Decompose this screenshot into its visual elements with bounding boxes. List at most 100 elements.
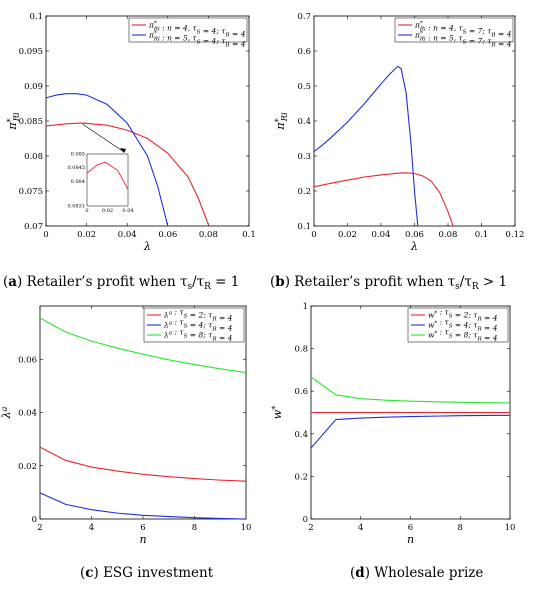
- legend-entry: w* : τS = 4; τR = 4: [428, 318, 498, 333]
- y-tick-label: 0.4: [297, 117, 311, 127]
- series-line-blue: [311, 414, 510, 449]
- caption-c: (c) ESG investment: [80, 565, 214, 581]
- caption-b-text: Retailer’s profit when τ: [294, 274, 455, 290]
- x-axis-label: n: [407, 533, 414, 546]
- caption-c-text: ESG investment: [103, 565, 214, 581]
- inset-x-tick-label: 0.02: [102, 208, 113, 214]
- series-line-blue: [40, 492, 246, 519]
- x-tick-label: 0.08: [439, 230, 458, 240]
- legend-entry: λa : τS = 8; τR = 4: [163, 328, 233, 343]
- legend-entry: w* : τS = 2; τR = 4: [428, 308, 498, 323]
- series-line-blue: [46, 93, 169, 226]
- caption-a-sub1: s: [187, 282, 192, 292]
- x-tick-label: 2: [37, 523, 42, 533]
- inset-x-tick-label: 0.04: [122, 208, 133, 214]
- y-tick-label: 0.8: [294, 345, 308, 355]
- y-axis-label: λa: [0, 406, 13, 419]
- y-tick-label: 0.095: [19, 47, 43, 57]
- inset-arrow: [82, 123, 125, 153]
- legend-entry: π* Ri : n = 4, τS = 4; τR = 4: [148, 21, 246, 39]
- x-axis-label: n: [139, 533, 146, 546]
- inset-series-line: [86, 161, 129, 190]
- y-axis-label: π*Ri: [5, 112, 21, 131]
- legend-entry: π* Ri : n = 5, τS = 7; τR = 4: [414, 31, 512, 49]
- x-axis-label: λ: [410, 240, 418, 253]
- legend-entry: λa : τS = 4; τR = 4: [163, 318, 233, 333]
- x-tick-label: 8: [458, 523, 463, 533]
- y-tick-label: 0.06: [18, 355, 37, 365]
- x-tick-label: 0.1: [242, 230, 256, 240]
- caption-a-sub2: R: [204, 282, 211, 292]
- y-tick-label: 0.085: [19, 117, 43, 127]
- y-tick-label: 0.04: [18, 409, 37, 419]
- x-tick-label: 0.02: [77, 230, 96, 240]
- series-line-red: [314, 172, 454, 226]
- inset-frame: [86, 153, 129, 207]
- x-tick-label: 8: [192, 523, 197, 533]
- inset-y-tick-label: 0.0845: [68, 165, 86, 171]
- caption-d-label: d: [355, 565, 365, 581]
- x-tick-label: 0.12: [506, 230, 525, 240]
- y-tick-label: 0.02: [18, 462, 37, 472]
- x-tick-label: 0: [311, 230, 316, 240]
- x-tick-label: 0.1: [475, 230, 489, 240]
- y-tick-label: 0.5: [297, 82, 311, 92]
- panel-d-chart: 2 4 6 8 10 0 0.2 0.4 0.6 0.8 1 n w* w* : τS = 2; τR =…: [270, 302, 515, 546]
- x-axis-label: λ: [143, 240, 151, 253]
- plot-frame: [45, 15, 250, 227]
- caption-a: (a) Retailer’s profit when τs/τR = 1: [3, 274, 239, 292]
- y-tick-label: 0.7: [297, 12, 311, 22]
- x-tick-label: 0.04: [372, 230, 391, 240]
- x-tick-label: 6: [140, 523, 145, 533]
- y-tick-label: 0: [32, 515, 37, 525]
- caption-a-label: a: [8, 274, 17, 290]
- caption-a-text: Retailer’s profit when τ: [27, 274, 188, 290]
- caption-b-sub1: s: [455, 282, 460, 292]
- legend: π* Ri : n = 4, τS = 7; τR = 4π* Ri : n = 5…: [394, 17, 514, 49]
- y-tick-label: 0.2: [294, 472, 308, 482]
- panel-c-chart: 2 4 6 8 10 0 0.02 0.04 0.06 n λa λa : τS = 2; τR = …: [0, 305, 252, 546]
- x-tick-label: 4: [89, 523, 94, 533]
- series-line-red: [40, 446, 246, 482]
- y-axis-label: π*Ri: [273, 112, 289, 131]
- x-tick-label: 2: [308, 523, 313, 533]
- x-tick-label: 0.06: [158, 230, 177, 240]
- y-tick-label: 0.2: [297, 187, 311, 197]
- y-tick-label: 0.1: [29, 12, 43, 22]
- legend: w* : τS = 2; τR = 4w* : τS = 4; τR = 4w*…: [407, 308, 509, 343]
- y-tick-label: 0.6: [294, 387, 308, 397]
- x-tick-label: 0: [43, 230, 48, 240]
- y-axis-label: w*: [270, 406, 284, 420]
- inset-arrow-head: [120, 148, 126, 153]
- caption-b: (b) Retailer’s profit when τs/τR > 1: [270, 274, 507, 292]
- caption-b-sub2: R: [472, 282, 479, 292]
- y-tick-label: 0.09: [24, 82, 43, 92]
- caption-b-label: b: [275, 274, 284, 290]
- x-tick-label: 10: [241, 523, 252, 533]
- panel-a-chart: 0 0.02 0.04 0.06 0.08 0.1 0.07 0.075 0.08 0.085 0.…: [5, 12, 256, 253]
- legend-entry: w* : τS = 8; τR = 4: [428, 328, 498, 343]
- series-line-blue: [314, 65, 419, 226]
- legend: λa : τS = 2; τR = 4λa : τS = 4; τR = 4λa…: [143, 308, 245, 343]
- inset-y-tick-label: 0.085: [71, 152, 85, 158]
- legend-box: [128, 17, 248, 43]
- inset-y-tick-label: 0.0831: [68, 204, 86, 210]
- series-line-green: [40, 317, 246, 374]
- x-tick-label: 0.08: [199, 230, 218, 240]
- y-tick-label: 0: [303, 515, 308, 525]
- legend: π* Ri : n = 4, τS = 4; τR = 4π* Ri : n = 5…: [128, 17, 248, 49]
- inset-x-tick-label: 0: [85, 208, 88, 214]
- legend-entry: π* Ri : n = 5, τS = 4; τR = 4: [148, 31, 246, 49]
- y-tick-label: 0.6: [297, 47, 311, 57]
- x-tick-label: 4: [358, 523, 363, 533]
- caption-d: (d) Wholesale prize: [350, 565, 483, 581]
- series-line-red: [46, 122, 209, 225]
- caption-b-tail: > 1: [479, 274, 507, 290]
- panel-b-chart: 0 0.02 0.04 0.06 0.08 0.1 0.12 0.1 0.2 0.3 0.4 0.5 0…: [273, 12, 524, 253]
- legend-entry: λa : τS = 2; τR = 4: [163, 308, 233, 323]
- inset: 0 0.02 0.04 0.0831 0.084 0.0845 0.085: [68, 123, 134, 214]
- x-tick-label: 0.02: [338, 230, 357, 240]
- y-tick-label: 0.1: [297, 222, 311, 232]
- x-tick-label: 10: [505, 523, 516, 533]
- caption-a-tail: = 1: [211, 274, 239, 290]
